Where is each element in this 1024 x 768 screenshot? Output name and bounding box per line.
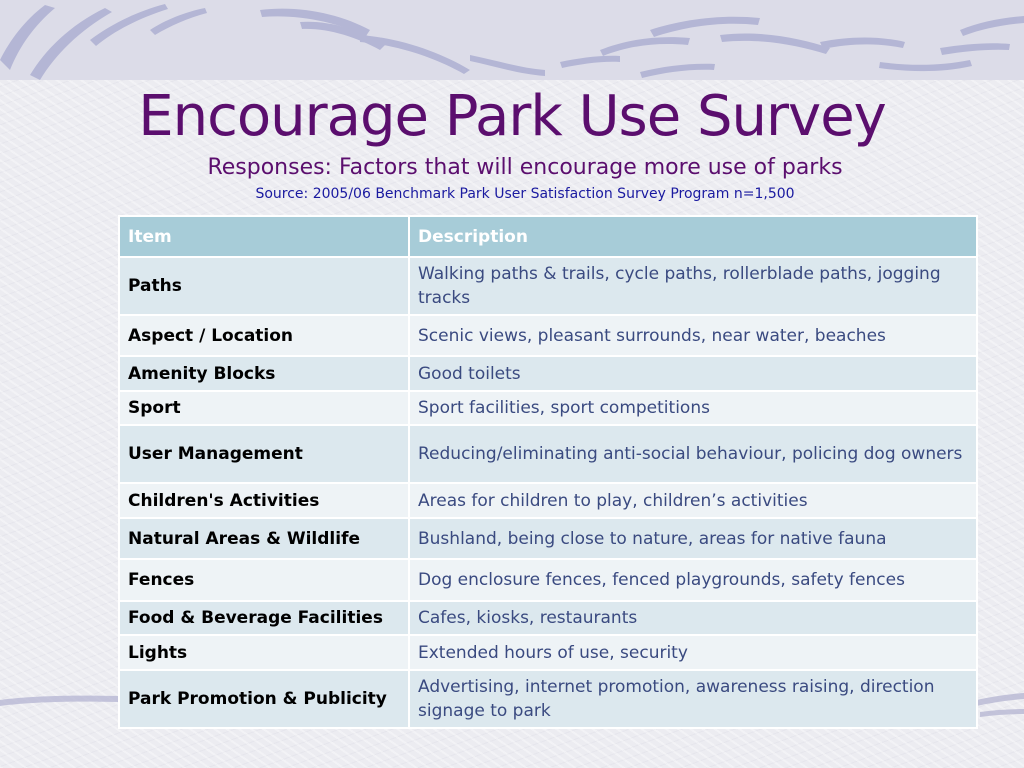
item-cell: Sport [118,390,410,426]
item-cell: User Management [118,424,410,484]
item-cell: Amenity Blocks [118,355,410,392]
bottom-swoosh-decoration [0,693,1024,717]
table-row: Natural Areas & Wildlife Bushland, being… [118,517,978,560]
item-cell: Aspect / Location [118,314,410,357]
table-row: User Management Reducing/eliminating ant… [118,424,978,484]
description-cell: Scenic views, pleasant surrounds, near w… [408,314,978,357]
table-row: Amenity Blocks Good toilets [118,355,978,392]
source-note: Source: 2005/06 Benchmark Park User Sati… [255,186,795,202]
item-cell: Park Promotion & Publicity [118,669,410,729]
description-cell: Good toilets [408,355,978,392]
item-cell: Natural Areas & Wildlife [118,517,410,560]
item-cell: Children's Activities [118,482,410,519]
table-row: Children's Activities Areas for children… [118,482,978,519]
table-row: Sport Sport facilities, sport competitio… [118,390,978,426]
description-cell: Sport facilities, sport competitions [408,390,978,426]
item-cell: Paths [118,256,410,316]
survey-table: Item Description Paths Walking paths & t… [118,215,978,729]
table-row: Fences Dog enclosure fences, fenced play… [118,558,978,602]
description-cell: Walking paths & trails, cycle paths, rol… [408,256,978,316]
page-subtitle: Responses: Factors that will encourage m… [207,155,843,180]
item-cell: Food & Beverage Facilities [118,600,410,636]
table-row: Lights Extended hours of use, security [118,634,978,671]
column-header-description: Description [408,215,978,258]
description-cell: Cafes, kiosks, restaurants [408,600,978,636]
description-cell: Advertising, internet promotion, awarene… [408,669,978,729]
table-row: Aspect / Location Scenic views, pleasant… [118,314,978,357]
description-cell: Extended hours of use, security [408,634,978,671]
table-row: Paths Walking paths & trails, cycle path… [118,256,978,316]
table-row: Park Promotion & Publicity Advertising, … [118,669,978,729]
description-cell: Dog enclosure fences, fenced playgrounds… [408,558,978,602]
page-title: Encourage Park Use Survey [138,84,887,149]
item-cell: Lights [118,634,410,671]
table-header-row: Item Description [118,215,978,258]
survey-table-container: Item Description Paths Walking paths & t… [118,215,978,729]
table-row: Food & Beverage Facilities Cafes, kiosks… [118,600,978,636]
description-cell: Reducing/eliminating anti-social behavio… [408,424,978,484]
swoosh-decoration [0,4,1024,80]
description-cell: Areas for children to play, children’s a… [408,482,978,519]
item-cell: Fences [118,558,410,602]
column-header-item: Item [118,215,410,258]
description-cell: Bushland, being close to nature, areas f… [408,517,978,560]
